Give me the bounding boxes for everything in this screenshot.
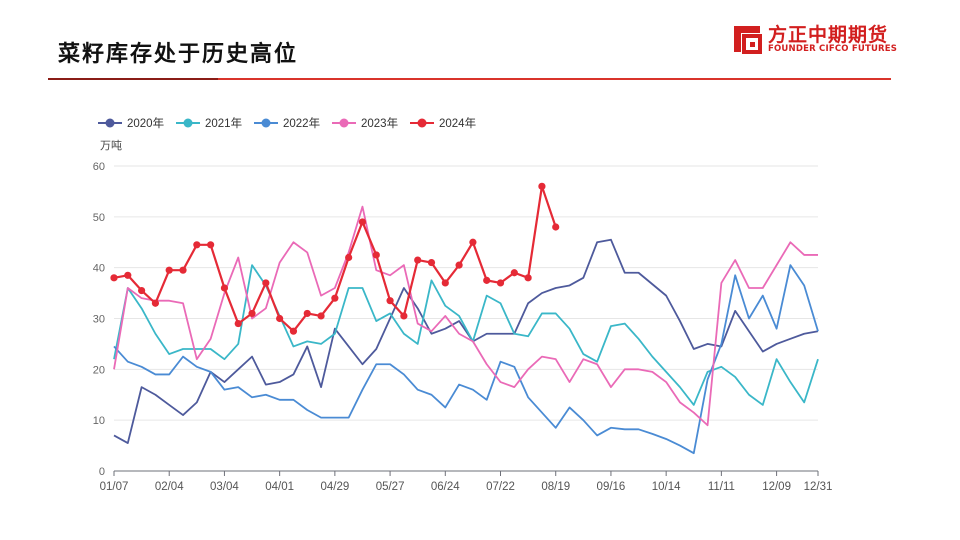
- data-point: [358, 218, 367, 226]
- data-point: [414, 256, 422, 264]
- y-tick-label: 30: [93, 314, 105, 326]
- y-tick-label: 10: [93, 415, 105, 427]
- data-point: [193, 241, 201, 249]
- data-point: [151, 299, 160, 307]
- x-tick-label: 11/11: [708, 481, 735, 493]
- data-point: [110, 274, 118, 282]
- x-tick-label: 12/31: [804, 481, 833, 493]
- data-point: [248, 309, 256, 318]
- legend-label: 2024年: [439, 116, 476, 130]
- data-point: [455, 261, 463, 269]
- x-tick-label: 04/01: [265, 481, 294, 493]
- data-point: [207, 241, 215, 249]
- x-tick-label: 08/19: [541, 481, 570, 493]
- series-3: [113, 264, 819, 455]
- data-point: [400, 312, 408, 320]
- x-tick-label: 01/07: [100, 481, 129, 493]
- x-tick-label: 12/09: [762, 481, 791, 493]
- title-divider-accent: [48, 78, 218, 80]
- y-tick-label: 20: [93, 364, 105, 376]
- y-tick-label: 40: [93, 263, 105, 275]
- brand-name-en: FOUNDER CIFCO FUTURES: [768, 44, 898, 54]
- data-point: [469, 238, 477, 246]
- legend-item: 2022年: [254, 116, 320, 130]
- series-4: [113, 205, 818, 427]
- data-point: [510, 269, 518, 277]
- series-line: [113, 264, 819, 406]
- x-tick-label: 05/27: [376, 481, 405, 493]
- x-tick-label: 07/22: [486, 481, 515, 493]
- data-point: [303, 309, 311, 318]
- series-line: [113, 205, 818, 427]
- data-point: [524, 274, 532, 282]
- legend-label: 2021年: [205, 116, 242, 130]
- y-axis-label: 万吨: [100, 139, 122, 152]
- data-point: [165, 266, 173, 274]
- data-point: [331, 294, 339, 302]
- x-tick-label: 02/04: [155, 481, 184, 493]
- data-point: [234, 319, 242, 328]
- y-tick-label: 60: [93, 161, 105, 173]
- legend-marker: [417, 118, 427, 128]
- data-point: [496, 279, 505, 287]
- series-line: [113, 264, 819, 455]
- data-point: [483, 276, 491, 284]
- x-tick-label: 03/04: [210, 481, 239, 493]
- legend-marker: [183, 118, 193, 128]
- brand-name-cn: 方正中期期货: [768, 24, 889, 46]
- legend-item: 2023年: [332, 116, 398, 130]
- data-point: [124, 271, 132, 279]
- x-tick-label: 09/16: [597, 481, 626, 493]
- series-line: [113, 185, 557, 333]
- data-point: [179, 266, 187, 274]
- data-point: [262, 279, 270, 287]
- series-5: [110, 182, 560, 335]
- data-point: [427, 258, 436, 267]
- x-tick-label: 04/29: [320, 481, 349, 493]
- data-point: [441, 279, 449, 287]
- series-2: [113, 264, 819, 406]
- x-tick-label: 10/14: [652, 481, 681, 493]
- legend-label: 2023年: [361, 116, 398, 130]
- data-point: [372, 251, 380, 259]
- legend-marker: [105, 118, 115, 128]
- legend-label: 2020年: [127, 116, 164, 130]
- data-point: [538, 182, 546, 190]
- legend-label: 2022年: [283, 116, 320, 130]
- y-tick-label: 50: [93, 212, 105, 224]
- data-point: [552, 223, 560, 231]
- series-1: [113, 238, 819, 444]
- legend-item: 2021年: [176, 116, 242, 130]
- series-line: [113, 238, 819, 444]
- page-title: 菜籽库存处于历史高位: [58, 41, 299, 67]
- y-tick-label: 0: [99, 466, 105, 478]
- legend-marker: [261, 118, 271, 128]
- data-point: [289, 327, 298, 335]
- x-tick-label: 06/24: [431, 481, 460, 493]
- data-point: [276, 314, 284, 323]
- data-point: [138, 286, 146, 295]
- title-divider: [48, 78, 891, 80]
- data-point: [386, 297, 394, 305]
- legend-marker: [339, 118, 349, 128]
- data-point: [317, 312, 325, 320]
- data-point: [345, 253, 353, 262]
- brand-mark-icon: [734, 26, 762, 54]
- data-point: [220, 284, 229, 292]
- legend-item: 2024年: [410, 116, 476, 130]
- legend-item: 2020年: [98, 116, 164, 130]
- brand-logo: 方正中期期货 FOUNDER CIFCO FUTURES: [732, 20, 897, 60]
